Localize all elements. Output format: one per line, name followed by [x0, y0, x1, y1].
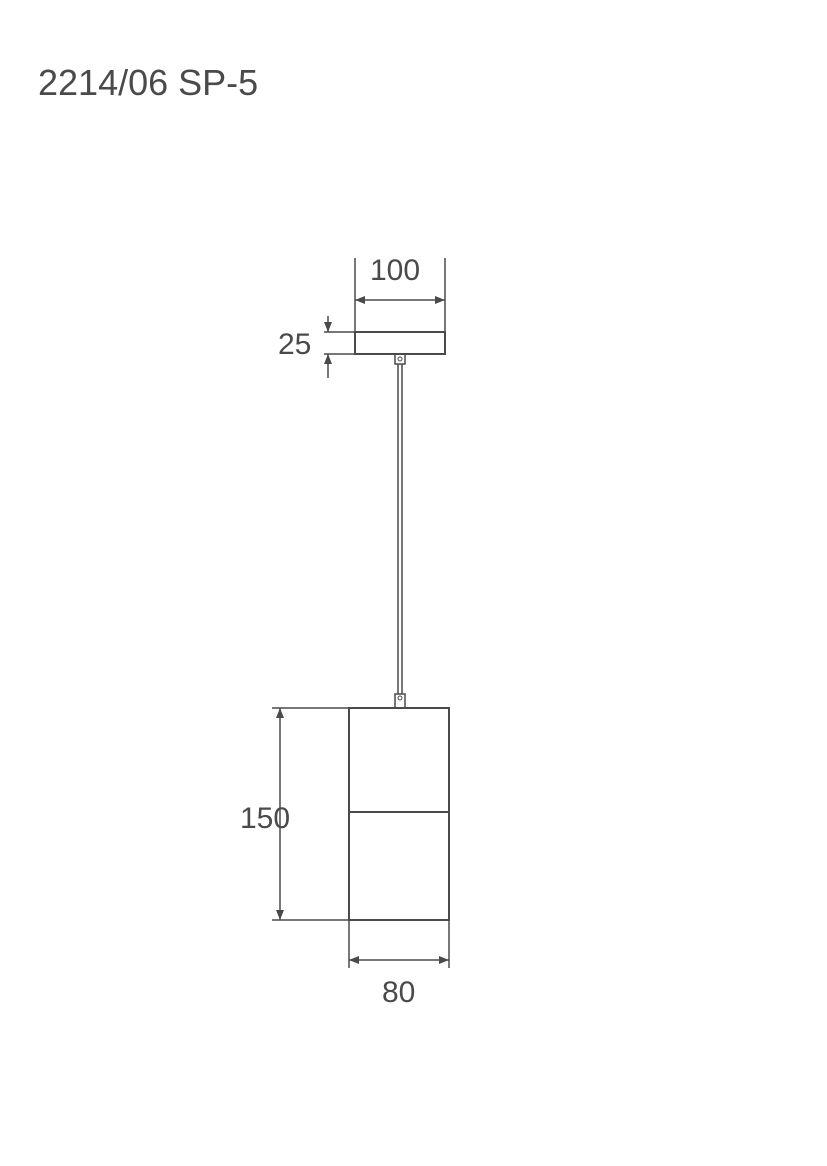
dim-canopy-height: 25 — [278, 328, 311, 362]
dim-body-height: 150 — [240, 802, 290, 836]
dim-body-width: 80 — [382, 976, 415, 1010]
dim-canopy-width: 100 — [370, 254, 420, 288]
